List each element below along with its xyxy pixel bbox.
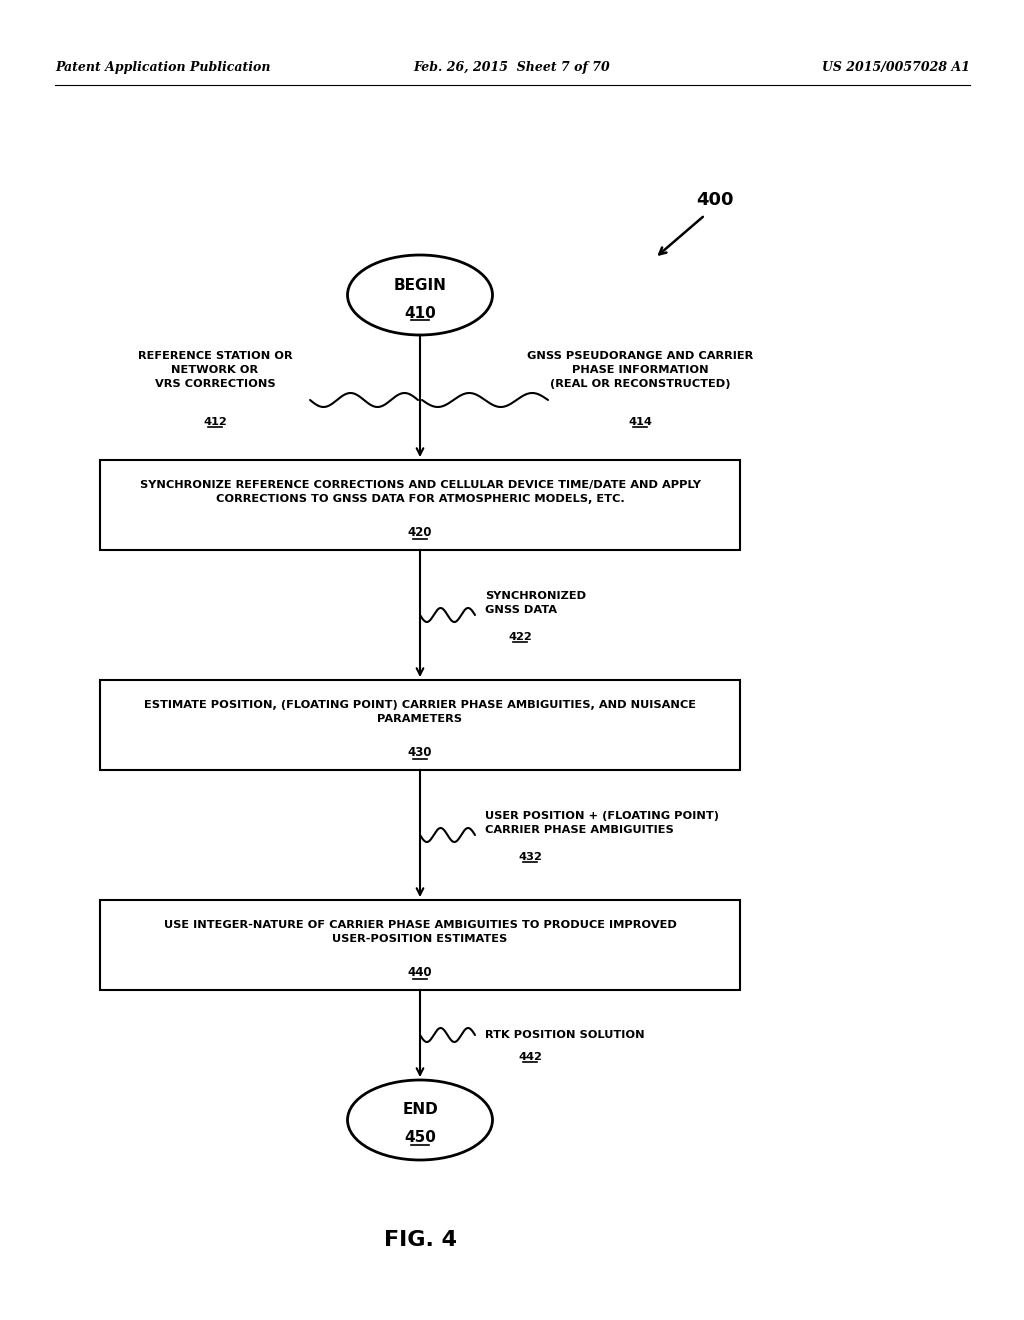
Text: FIG. 4: FIG. 4 (384, 1230, 457, 1250)
Text: 412: 412 (203, 417, 227, 426)
Text: 442: 442 (518, 1052, 542, 1063)
Text: USER POSITION + (FLOATING POINT)
CARRIER PHASE AMBIGUITIES: USER POSITION + (FLOATING POINT) CARRIER… (485, 810, 719, 836)
Text: 410: 410 (404, 305, 436, 321)
FancyBboxPatch shape (100, 459, 740, 550)
Text: 422: 422 (508, 632, 531, 642)
Text: 400: 400 (696, 191, 734, 209)
Text: GNSS PSEUDORANGE AND CARRIER
PHASE INFORMATION
(REAL OR RECONSTRUCTED): GNSS PSEUDORANGE AND CARRIER PHASE INFOR… (527, 351, 753, 389)
Text: USE INTEGER-NATURE OF CARRIER PHASE AMBIGUITIES TO PRODUCE IMPROVED
USER-POSITIO: USE INTEGER-NATURE OF CARRIER PHASE AMBI… (164, 920, 677, 944)
Text: SYNCHRONIZE REFERENCE CORRECTIONS AND CELLULAR DEVICE TIME/DATE AND APPLY
CORREC: SYNCHRONIZE REFERENCE CORRECTIONS AND CE… (139, 480, 700, 504)
Text: Patent Application Publication: Patent Application Publication (55, 62, 270, 74)
Text: 420: 420 (408, 527, 432, 540)
Text: 432: 432 (518, 851, 542, 862)
FancyBboxPatch shape (100, 680, 740, 770)
FancyBboxPatch shape (100, 900, 740, 990)
Text: US 2015/0057028 A1: US 2015/0057028 A1 (822, 62, 970, 74)
Text: 430: 430 (408, 747, 432, 759)
Text: 414: 414 (628, 417, 652, 426)
Text: BEGIN: BEGIN (393, 277, 446, 293)
Text: REFERENCE STATION OR
NETWORK OR
VRS CORRECTIONS: REFERENCE STATION OR NETWORK OR VRS CORR… (137, 351, 292, 389)
Text: RTK POSITION SOLUTION: RTK POSITION SOLUTION (485, 1030, 645, 1040)
Text: 440: 440 (408, 966, 432, 979)
Text: ESTIMATE POSITION, (FLOATING POINT) CARRIER PHASE AMBIGUITIES, AND NUISANCE
PARA: ESTIMATE POSITION, (FLOATING POINT) CARR… (144, 700, 696, 723)
Text: END: END (402, 1102, 438, 1118)
Text: 450: 450 (404, 1130, 436, 1146)
Text: SYNCHRONIZED
GNSS DATA: SYNCHRONIZED GNSS DATA (485, 591, 586, 615)
Text: Feb. 26, 2015  Sheet 7 of 70: Feb. 26, 2015 Sheet 7 of 70 (414, 62, 610, 74)
